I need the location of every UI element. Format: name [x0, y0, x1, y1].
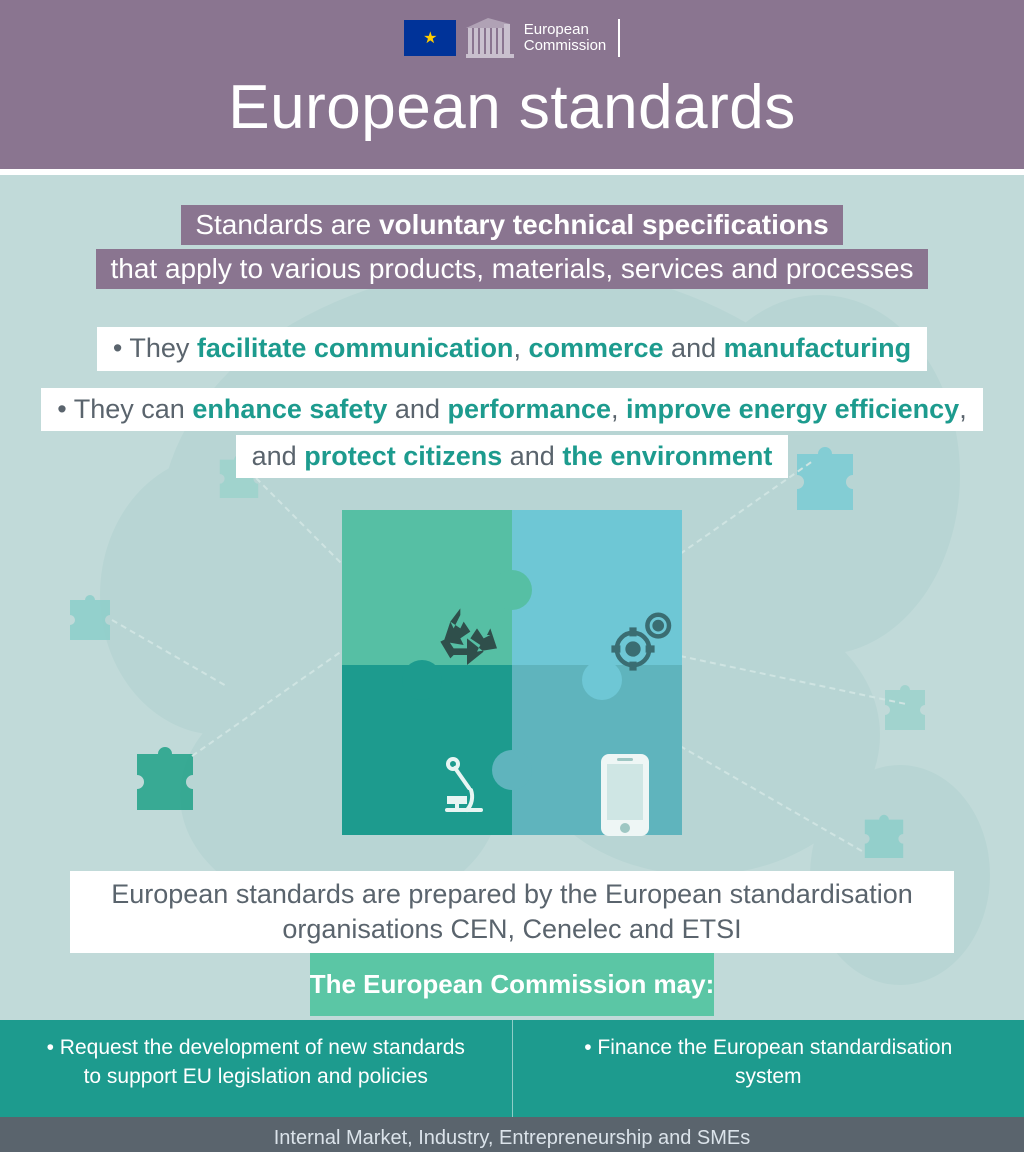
- connector-line: [112, 619, 226, 686]
- header: ★: [0, 0, 1024, 175]
- prepared-by-text: European standards are prepared by the E…: [70, 871, 954, 953]
- puzzle-tile-phone: [512, 665, 682, 835]
- puzzle-piece-icon: [860, 810, 908, 858]
- intro-line1: Standards are voluntary technical specif…: [181, 205, 842, 245]
- bullet-1: • They facilitate communication, commerc…: [97, 327, 927, 370]
- connector-line: [680, 745, 863, 852]
- puzzle-piece-icon: [790, 440, 860, 510]
- body-area: Standards are voluntary technical specif…: [0, 175, 1024, 1016]
- commission-col-1: • Request the development of new standar…: [0, 1020, 512, 1117]
- connector-line: [680, 655, 905, 705]
- building-icon: [466, 18, 514, 58]
- puzzle-tile-recycle: [342, 510, 512, 680]
- puzzle-piece-icon: [65, 590, 115, 640]
- logo-divider: [618, 19, 620, 57]
- puzzle-tile-gears: [512, 510, 682, 680]
- puzzle-piece-icon: [880, 680, 930, 730]
- connector-line: [191, 652, 340, 757]
- connector-line: [255, 477, 355, 577]
- eu-flag-icon: ★: [404, 20, 456, 56]
- page-container: ★: [0, 0, 1024, 1152]
- bullet-2b: and protect citizens and the environment: [236, 435, 789, 478]
- commission-columns: • Request the development of new standar…: [0, 1016, 1024, 1117]
- ec-logo: ★: [404, 18, 621, 58]
- commission-col-2: • Finance the European standardisation s…: [513, 1020, 1024, 1117]
- intro-line2: that apply to various products, material…: [96, 249, 927, 289]
- page-title: European standards: [0, 72, 1024, 143]
- logo-line2: Commission: [524, 37, 607, 54]
- intro-line1-plain: Standards are: [195, 209, 379, 240]
- puzzle-tile-microscope: [342, 665, 512, 835]
- commission-heading: The European Commission may:: [310, 953, 715, 1016]
- puzzle-illustration: [342, 510, 682, 835]
- bullet-2a: • They can enhance safety and performanc…: [41, 388, 982, 431]
- footer-bar: Internal Market, Industry, Entrepreneurs…: [0, 1117, 1024, 1152]
- intro-line1-bold: voluntary technical specifications: [379, 209, 829, 240]
- logo-line1: European: [524, 21, 589, 38]
- puzzle-piece-icon: [130, 740, 200, 810]
- logo-text: European Commission: [524, 22, 607, 55]
